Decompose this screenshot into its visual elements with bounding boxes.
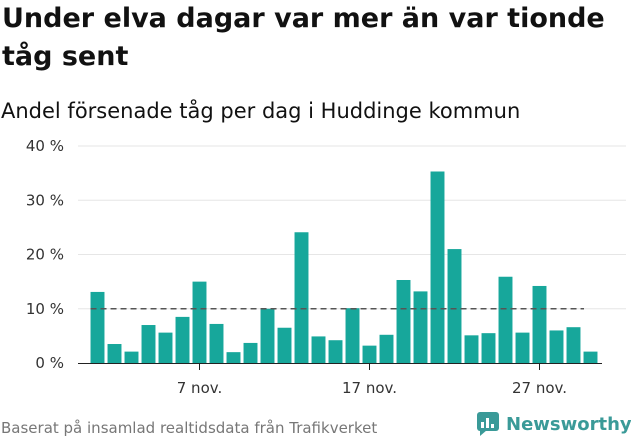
bar xyxy=(328,340,343,363)
bar xyxy=(124,351,139,363)
bar xyxy=(396,279,411,363)
bar xyxy=(209,323,224,363)
bar xyxy=(549,330,564,363)
bar xyxy=(158,332,173,363)
bar xyxy=(447,249,462,363)
bar xyxy=(90,291,105,363)
y-tick-label: 40 % xyxy=(26,137,64,155)
bar xyxy=(311,336,326,363)
x-tick-label: 7 nov. xyxy=(177,379,222,397)
bar xyxy=(498,276,513,363)
bar xyxy=(532,285,547,363)
bar xyxy=(379,334,394,363)
bar xyxy=(430,171,445,363)
bar xyxy=(583,351,598,363)
bar xyxy=(566,327,581,363)
y-tick-label: 10 % xyxy=(26,300,64,318)
newsworthy-logo: Newsworthy xyxy=(476,409,631,439)
bar xyxy=(226,352,241,363)
chart-title: Under elva dagar var mer än var tionde t… xyxy=(2,3,605,72)
source-note: Baserat på insamlad realtidsdata från Tr… xyxy=(1,419,378,437)
chart-subtitle: Andel försenade tåg per dag i Huddinge k… xyxy=(1,99,521,123)
bar xyxy=(464,335,479,363)
bar-chart: 0 % 10 % 20 % 30 % 40 % 7 nov. 17 nov. 27 nov. xyxy=(26,137,626,397)
bar xyxy=(481,333,496,363)
bar xyxy=(413,291,428,363)
bar xyxy=(362,345,377,363)
newsworthy-logo-icon xyxy=(477,412,499,436)
bar xyxy=(260,308,275,363)
x-tick-label: 27 nov. xyxy=(512,379,567,397)
bar xyxy=(294,232,309,363)
bar xyxy=(243,342,258,363)
bar xyxy=(175,316,190,363)
bar xyxy=(107,344,122,363)
bar xyxy=(277,327,292,363)
y-tick-label: 30 % xyxy=(26,191,64,209)
y-tick-label: 0 % xyxy=(35,354,64,372)
bar xyxy=(345,308,360,363)
brand-name: Newsworthy xyxy=(506,413,631,435)
bar xyxy=(141,325,156,363)
x-tick-label: 17 nov. xyxy=(342,379,397,397)
bar xyxy=(515,332,530,363)
y-tick-label: 20 % xyxy=(26,246,64,264)
bar xyxy=(192,281,207,363)
